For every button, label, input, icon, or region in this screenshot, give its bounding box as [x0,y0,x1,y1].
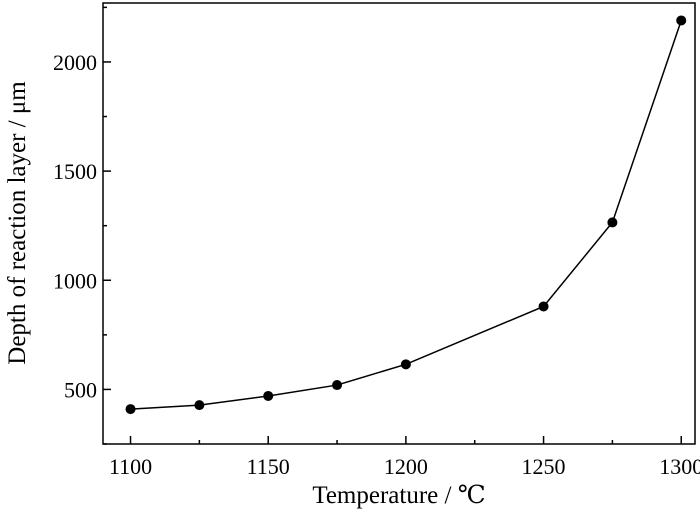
axis-ticks [103,6,682,445]
data-point [538,301,549,312]
y-tick-label: 1000 [53,268,97,293]
data-point [607,217,618,228]
plot-frame [102,2,696,445]
x-tick-label: 1100 [109,454,152,479]
x-axis-title: Temperature / ℃ [312,482,485,509]
x-tick-label: 1150 [247,454,290,479]
data-point [125,404,136,415]
x-tick-label: 1300 [659,454,700,479]
x-tick-label: 1200 [384,454,428,479]
y-tick-label: 2000 [53,50,97,75]
data-point [263,390,274,401]
series-line [130,20,682,410]
data-point [194,400,205,411]
data-point [676,15,687,26]
data-point [332,380,343,391]
data-point [400,359,411,370]
x-tick-label: 1250 [522,454,566,479]
y-tick-label: 500 [64,377,97,402]
tick-labels: 1100 1150 1200 1250 1300 500 1000 1500 2000 [53,50,700,479]
data-points [125,15,687,415]
y-tick-label: 1500 [53,159,97,184]
y-axis-title: Depth of reaction layer / μm [4,81,31,365]
